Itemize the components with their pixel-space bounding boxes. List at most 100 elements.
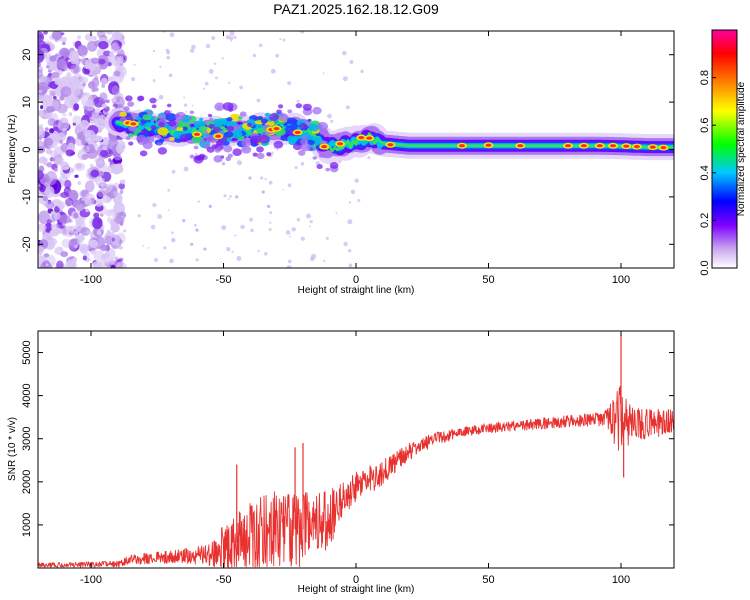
- spectrogram-noise-dot: [208, 204, 212, 208]
- spectrogram-noise-blob: [91, 87, 96, 93]
- spectrogram-peak-spot: [485, 143, 492, 147]
- spectrogram-halo-blob: [211, 144, 218, 149]
- spectrogram-ridge-blob: [285, 125, 291, 129]
- spectrogram-noise-blob: [99, 92, 108, 102]
- spectrogram-noise-dot: [264, 251, 268, 256]
- spectrogram-peak-spot: [459, 144, 465, 148]
- spectrogram-halo-blob: [125, 136, 131, 141]
- spectrogram-halo-blob: [226, 125, 235, 132]
- spectrogram-noise-dot: [204, 81, 209, 86]
- spectrogram-noise-dot: [239, 85, 243, 90]
- spectrogram-noise-dot: [357, 199, 361, 203]
- spectrogram-noise-blob: [111, 237, 115, 242]
- spectrogram-noise-dot: [170, 237, 176, 243]
- spectrogram-noise-dot: [152, 202, 157, 208]
- spectrogram-noise-blob: [60, 191, 70, 199]
- spectrogram-noise-blob: [67, 94, 79, 103]
- spectrogram-noise-blob: [86, 40, 98, 52]
- spectrogram-halo-blob: [273, 140, 284, 149]
- spectrogram-noise-blob: [46, 105, 56, 113]
- spectrogram-noise-blob: [85, 208, 90, 213]
- spectrogram-noise-dot: [166, 50, 171, 55]
- spectrogram-noise-blob: [96, 31, 106, 39]
- spectrogram-noise-blob: [105, 31, 113, 35]
- spectrogram-noise-dot: [137, 214, 141, 218]
- spectrogram-ridge-blob: [226, 117, 233, 122]
- spectrogram-noise-dot: [221, 225, 227, 231]
- spectrogram-noise-blob: [86, 257, 91, 262]
- spectrogram-noise-dot: [191, 44, 196, 50]
- spectrogram-ridge-blob: [230, 130, 243, 139]
- spectrogram-noise-blob: [54, 36, 59, 43]
- spectrogram-noise-blob: [57, 118, 70, 131]
- spectrogram-noise-dot: [150, 224, 156, 230]
- spectrogram-noise-blob: [110, 42, 120, 54]
- spectrogram-noise-dot: [322, 72, 325, 75]
- x-tick-label: -50: [216, 574, 232, 586]
- x-tick-label: -50: [216, 274, 232, 286]
- spectrogram-noise-blob: [59, 214, 71, 224]
- spectrogram-ridge-blob: [306, 139, 315, 146]
- spectrogram-noise-blob: [100, 77, 108, 85]
- spectrogram-peak-spot: [294, 130, 301, 135]
- spectrogram-noise-blob: [73, 212, 79, 219]
- spectrogram-noise-blob: [46, 162, 53, 168]
- spectrogram-halo-blob: [292, 142, 303, 151]
- spectrogram-noise-blob: [58, 83, 64, 88]
- spectrogram-halo-blob: [214, 102, 225, 111]
- spectrogram-noise-dot: [231, 250, 234, 253]
- x-tick-label: 100: [612, 274, 630, 286]
- spectrogram-halo-blob: [128, 141, 134, 146]
- spectrogram-noise-blob: [102, 253, 109, 260]
- spectrogram-halo-blob: [319, 128, 329, 136]
- spectrogram-noise-dot: [248, 176, 252, 180]
- spectrogram-noise-dot: [191, 104, 194, 107]
- spectrogram-noise-dot: [327, 113, 332, 119]
- spectrogram-noise-blob: [49, 67, 54, 71]
- spectrogram-halo-blob: [157, 147, 168, 155]
- spectrogram-noise-blob: [77, 44, 88, 57]
- spectrogram-noise-blob: [76, 35, 82, 40]
- spectrogram-noise-dot: [159, 65, 162, 68]
- spectrogram-noise-blob: [73, 257, 78, 262]
- spectrogram-noise-blob: [38, 94, 45, 102]
- spectrogram-noise-blob: [115, 261, 127, 268]
- spectrogram-noise-dot: [235, 195, 239, 199]
- spectrogram-noise-blob: [90, 249, 96, 255]
- spectrogram-noise-dot: [350, 189, 356, 195]
- spectrogram-noise-blob: [93, 250, 105, 262]
- snr-series: [38, 335, 674, 568]
- spectrogram-halo-blob: [325, 167, 331, 172]
- spectrogram-noise-blob: [44, 127, 49, 131]
- colorbar-ticks: 0.0 0.2 0.4 0.6 0.8: [699, 70, 716, 276]
- spectrogram-noise-blob: [84, 63, 89, 69]
- spectrogram-noise-dot: [347, 219, 353, 225]
- snr-y-ticks: 1000 2000 3000 4000 5000: [21, 340, 674, 537]
- spectrogram-noise-dot: [282, 38, 286, 42]
- spectrogram-noise-dot: [260, 176, 264, 180]
- spectrogram-ridge-blob: [169, 137, 175, 141]
- y-tick-label: 3000: [21, 426, 33, 450]
- spectrogram-noise-dot: [228, 198, 230, 201]
- y-tick-label: -10: [21, 189, 33, 205]
- spectrogram-noise-blob: [65, 149, 75, 157]
- spectrogram-ridge-blob: [165, 113, 177, 122]
- spectrogram-halo-blob: [247, 122, 253, 128]
- spectrogram-halo-blob: [208, 123, 215, 129]
- spectrogram-noise-blob: [45, 148, 53, 155]
- spectrogram-noise-dot: [185, 110, 188, 113]
- spectrogram-halo-blob: [269, 113, 279, 121]
- spectrogram-noise-dot: [289, 235, 291, 238]
- spectrogram-noise-blob: [60, 161, 70, 171]
- spectrogram-peak-spot: [358, 136, 365, 140]
- spectrogram-noise-blob: [101, 84, 106, 88]
- spectrogram-noise-blob: [82, 255, 87, 261]
- spectrogram-noise-dot: [279, 38, 282, 41]
- spectrogram-noise-blob: [51, 31, 63, 40]
- spectrogram-halo-blob: [235, 124, 242, 130]
- spectrogram-noise-dot: [296, 217, 301, 222]
- spectrogram-halo-blob: [318, 153, 324, 158]
- spectrogram-noise-blob: [60, 251, 69, 258]
- spectrogram-noise-blob: [61, 113, 67, 117]
- spectrogram-noise-blob: [40, 105, 44, 110]
